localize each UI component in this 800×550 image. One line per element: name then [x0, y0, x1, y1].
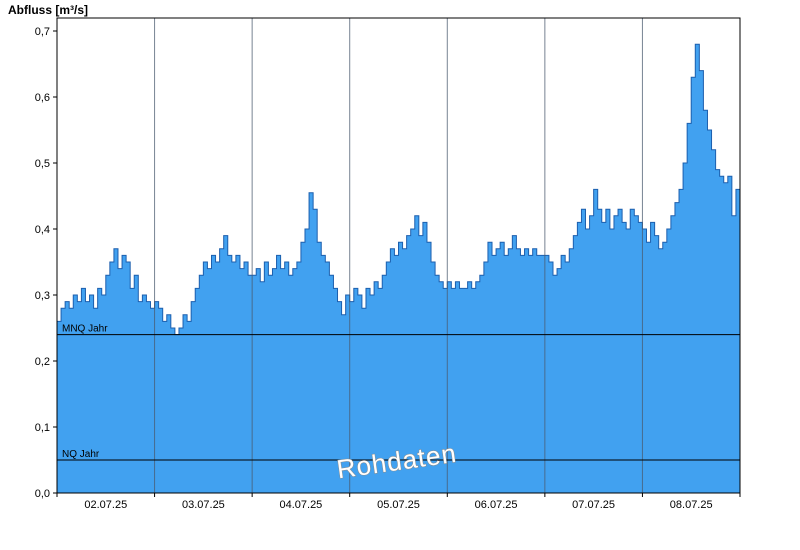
x-axis-label: 02.07.25	[84, 499, 127, 511]
reference-line-label: MNQ Jahr	[62, 324, 108, 335]
plot-border	[56, 17, 741, 494]
area-series	[57, 43, 740, 493]
discharge-area	[57, 44, 740, 493]
y-axis-label: 0,1	[35, 422, 50, 434]
x-axis-label: 05.07.25	[377, 499, 420, 511]
y-axis-label: 0,7	[35, 26, 50, 38]
day-gridlines	[154, 18, 643, 493]
discharge-line	[57, 43, 740, 336]
x-axis-label: 03.07.25	[182, 499, 225, 511]
y-axis-label: 0,5	[35, 158, 50, 170]
reference-lines: MNQ Jahr NQ Jahr	[57, 324, 740, 461]
x-axis-label: 08.07.25	[670, 499, 713, 511]
chart-title: Abfluss [m³/s]	[8, 3, 89, 17]
x-axis-label: 06.07.25	[475, 499, 518, 511]
x-axis-label: 07.07.25	[572, 499, 615, 511]
y-axis-label: 0,3	[35, 290, 50, 302]
axes: 02.07.25 03.07.25 04.07.25 05.07.25 06.07.25…	[35, 26, 741, 511]
reference-line-label: NQ Jahr	[62, 449, 100, 460]
y-axis-label: 0,6	[35, 92, 50, 104]
y-axis-label: 0,2	[35, 356, 50, 368]
y-axis-label: 0,0	[35, 488, 50, 500]
y-axis-label: 0,4	[35, 224, 50, 236]
x-axis-label: 04.07.25	[279, 499, 322, 511]
